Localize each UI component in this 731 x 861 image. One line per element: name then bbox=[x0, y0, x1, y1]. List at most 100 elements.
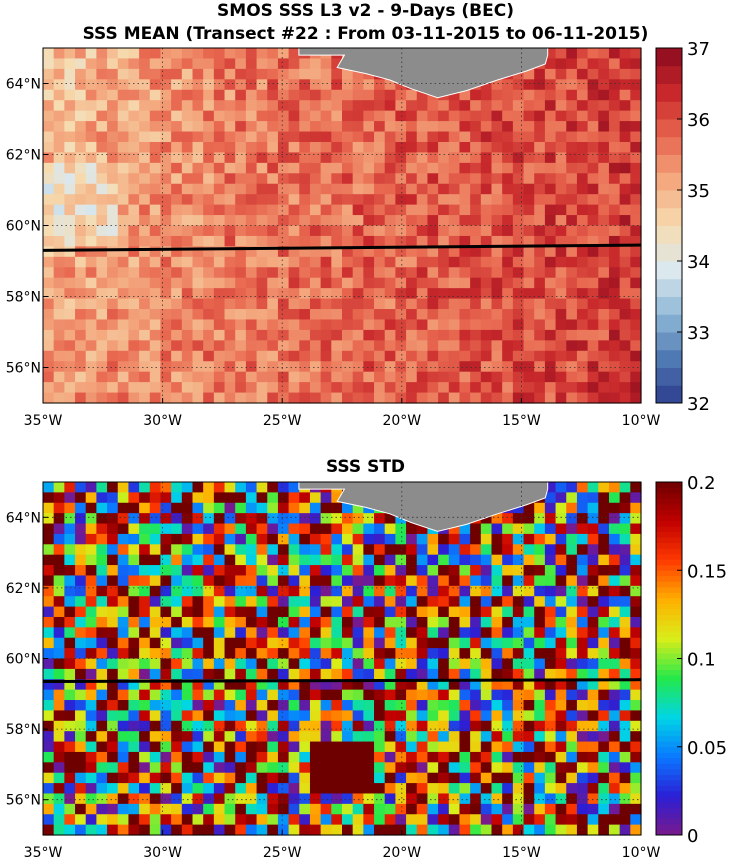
heatmap-cell bbox=[160, 58, 172, 70]
colorbar-swatch bbox=[656, 652, 682, 659]
heatmap-cell bbox=[288, 772, 300, 784]
heatmap-cell bbox=[598, 513, 610, 525]
heatmap-cell bbox=[192, 648, 204, 660]
heatmap-cell bbox=[277, 565, 290, 577]
heatmap-cell bbox=[395, 340, 407, 352]
heatmap-cell bbox=[384, 544, 396, 556]
colorbar-swatch bbox=[656, 823, 682, 830]
heatmap-cell bbox=[267, 533, 279, 545]
heatmap-cell bbox=[299, 298, 311, 310]
heatmap-cell bbox=[213, 131, 226, 143]
x-tick-label: 35°W bbox=[24, 413, 63, 429]
heatmap-cell bbox=[566, 658, 578, 670]
heatmap-cell bbox=[245, 309, 258, 321]
heatmap-cell bbox=[64, 700, 76, 712]
heatmap-cell bbox=[342, 79, 354, 91]
heatmap-cell bbox=[576, 361, 589, 373]
heatmap-cell bbox=[352, 382, 364, 394]
heatmap-cell bbox=[235, 803, 247, 815]
heatmap-cell bbox=[587, 89, 599, 101]
heatmap-cell bbox=[85, 48, 97, 60]
heatmap-cell bbox=[342, 616, 354, 628]
heatmap-cell bbox=[224, 679, 236, 691]
heatmap-cell bbox=[96, 68, 108, 80]
heatmap-cell bbox=[43, 100, 55, 112]
heatmap-cell bbox=[544, 762, 557, 774]
heatmap-cell bbox=[85, 110, 97, 122]
heatmap-cell bbox=[374, 267, 386, 279]
heatmap-cell bbox=[309, 309, 322, 321]
heatmap-cell bbox=[491, 689, 503, 701]
heatmap-cell bbox=[181, 194, 194, 206]
heatmap-cell bbox=[320, 565, 332, 577]
heatmap-cell bbox=[491, 121, 503, 133]
heatmap-cell bbox=[438, 606, 450, 618]
heatmap-cell bbox=[587, 679, 599, 691]
heatmap-cell bbox=[384, 575, 396, 587]
heatmap-cell bbox=[352, 162, 364, 174]
heatmap-cell bbox=[384, 309, 396, 321]
heatmap-cell bbox=[139, 89, 151, 101]
heatmap-cell bbox=[630, 720, 642, 732]
heatmap-cell bbox=[299, 762, 311, 774]
heatmap-cell bbox=[245, 513, 258, 525]
heatmap-cell bbox=[630, 648, 642, 660]
heatmap-cell bbox=[342, 319, 354, 331]
heatmap-cell bbox=[502, 689, 514, 701]
heatmap-cell bbox=[224, 803, 236, 815]
heatmap-cell bbox=[64, 492, 76, 504]
heatmap-cell bbox=[470, 204, 482, 216]
heatmap-cell bbox=[171, 110, 183, 122]
heatmap-cell bbox=[213, 814, 226, 826]
heatmap-cell bbox=[149, 329, 162, 341]
heatmap-cell bbox=[406, 783, 418, 795]
heatmap-cell bbox=[576, 131, 589, 143]
heatmap-cell bbox=[427, 371, 439, 383]
heatmap-cell bbox=[331, 319, 343, 331]
heatmap-cell bbox=[555, 319, 567, 331]
heatmap-cell bbox=[277, 731, 290, 743]
heatmap-cell bbox=[75, 772, 87, 784]
heatmap-cell bbox=[299, 700, 311, 712]
heatmap-cell bbox=[107, 513, 119, 525]
heatmap-cell bbox=[96, 689, 108, 701]
heatmap-cell bbox=[320, 79, 332, 91]
heatmap-cell bbox=[224, 329, 236, 341]
heatmap-cell bbox=[576, 513, 589, 525]
heatmap-cell bbox=[576, 710, 589, 722]
heatmap-cell bbox=[512, 277, 525, 289]
heatmap-cell bbox=[502, 824, 514, 836]
heatmap-cell bbox=[480, 554, 493, 566]
heatmap-cell bbox=[544, 235, 557, 247]
heatmap-cell bbox=[555, 121, 567, 133]
heatmap-cell bbox=[43, 575, 55, 587]
heatmap-cell bbox=[192, 565, 204, 577]
heatmap-cell bbox=[181, 668, 194, 680]
heatmap-cell bbox=[64, 689, 76, 701]
heatmap-cell bbox=[576, 554, 589, 566]
heatmap-cell bbox=[107, 689, 119, 701]
heatmap-cell bbox=[587, 173, 599, 185]
heatmap-cell bbox=[64, 783, 76, 795]
heatmap-cell bbox=[502, 783, 514, 795]
heatmap-cell bbox=[374, 371, 386, 383]
heatmap-cell bbox=[587, 319, 599, 331]
heatmap-cell bbox=[181, 110, 194, 122]
heatmap-cell bbox=[363, 100, 375, 112]
heatmap-cell bbox=[235, 762, 247, 774]
heatmap-cell bbox=[608, 533, 621, 545]
heatmap-cell bbox=[96, 48, 108, 60]
heatmap-cell bbox=[277, 79, 290, 91]
heatmap-cell bbox=[171, 627, 183, 639]
heatmap-cell bbox=[555, 679, 567, 691]
heatmap-cell bbox=[544, 371, 557, 383]
heatmap-cell bbox=[342, 658, 354, 670]
heatmap-cell bbox=[320, 68, 332, 80]
heatmap-cell bbox=[491, 814, 503, 826]
heatmap-cell bbox=[288, 731, 300, 743]
heatmap-cell bbox=[320, 762, 332, 774]
heatmap-cell bbox=[480, 585, 493, 597]
heatmap-cell bbox=[630, 596, 642, 608]
heatmap-cell bbox=[277, 710, 290, 722]
heatmap-cell bbox=[181, 637, 194, 649]
